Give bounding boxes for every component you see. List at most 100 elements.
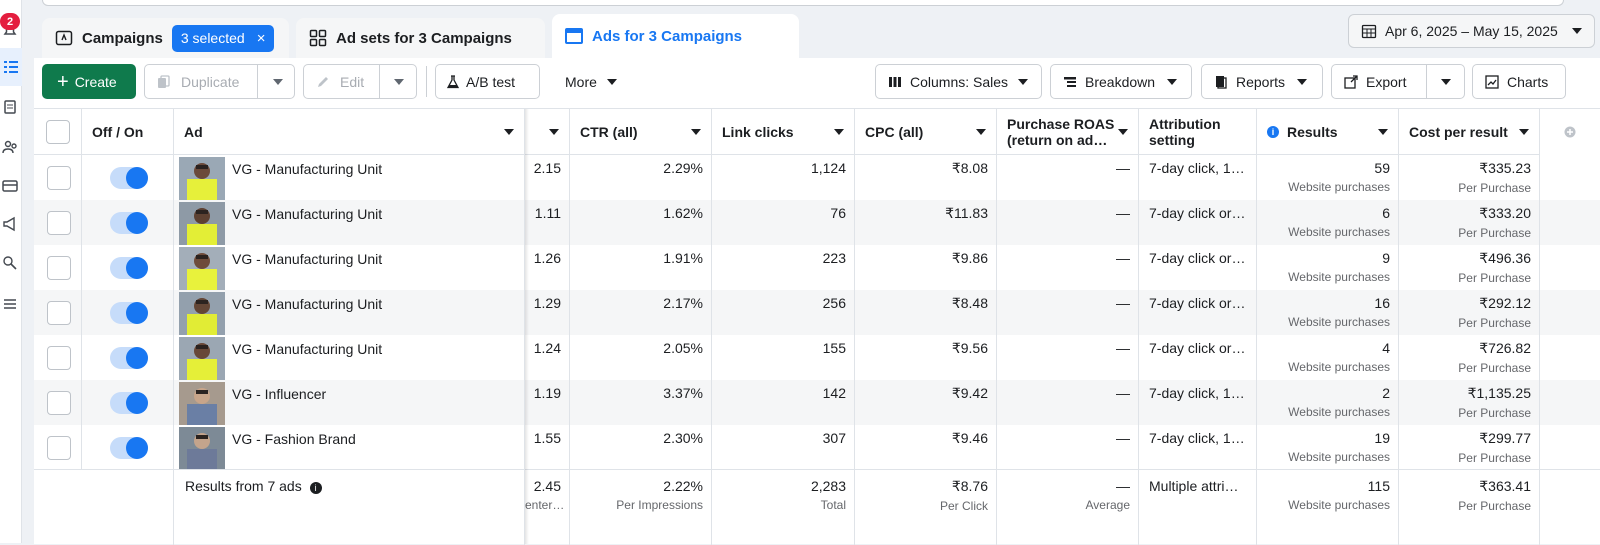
duplicate-dropdown-icon[interactable] [273,79,283,85]
ad-thumbnail[interactable] [179,382,225,425]
columns-button[interactable]: Columns: Sales [875,64,1042,99]
clear-selection-icon[interactable]: × [256,29,266,47]
ad-thumbnail[interactable] [179,427,225,470]
ad-name-cell[interactable]: VG - Manufacturing Unit [174,200,525,245]
ad-thumbnail[interactable] [179,247,225,290]
table-row[interactable]: VG - Manufacturing Unit 1.11 1.62% 76 ₹1… [34,200,1600,245]
tab-ads[interactable]: Ads for 3 Campaigns [552,14,799,58]
edit-dropdown-icon[interactable] [394,79,404,85]
column-header-attribution[interactable]: Attribution setting [1139,109,1257,155]
results-cell: 16 Website purchases [1257,290,1399,335]
ad-name-cell[interactable]: VG - Manufacturing Unit [174,245,525,290]
column-header-cost-per-result[interactable]: Cost per result [1399,109,1540,155]
row-toggle-cell [82,335,174,380]
reports-button[interactable]: Reports [1201,64,1323,99]
table-row[interactable]: VG - Fashion Brand 1.55 2.30% 307 ₹9.46 … [34,425,1600,470]
row-checkbox[interactable] [47,166,71,190]
sort-chevron-icon[interactable] [691,129,701,135]
sort-chevron-icon[interactable] [504,129,514,135]
ad-name-cell[interactable]: VG - Influencer [174,380,525,425]
events-manager-icon[interactable] [0,253,20,273]
ads-manager-table-icon[interactable] [0,48,22,86]
ad-on-off-toggle[interactable] [110,437,148,459]
ctr-cell: 1.91% [570,245,712,290]
row-checkbox[interactable] [47,436,71,460]
column-header-results[interactable]: i Results [1257,109,1399,155]
column-header-off-on[interactable]: Off / On [82,109,174,155]
info-icon[interactable]: i [309,482,322,494]
more-button[interactable]: More [550,64,630,99]
export-button[interactable]: Export [1366,73,1407,90]
add-column-icon[interactable] [1540,109,1600,155]
row-checkbox[interactable] [47,346,71,370]
breakdown-button[interactable]: Breakdown [1050,64,1192,99]
sort-chevron-icon[interactable] [1378,129,1388,135]
results-value: 59 [1374,160,1390,176]
ad-name-cell[interactable]: VG - Manufacturing Unit [174,290,525,335]
all-tools-menu-icon[interactable] [0,294,20,314]
ad-thumbnail[interactable] [179,202,225,245]
documents-icon[interactable] [0,97,20,117]
ad-name[interactable]: VG - Fashion Brand [232,431,356,447]
ad-name[interactable]: VG - Manufacturing Unit [232,296,383,312]
ad-name-cell[interactable]: VG - Manufacturing Unit [174,335,525,380]
ad-on-off-toggle[interactable] [110,347,148,369]
sort-chevron-icon[interactable] [834,129,844,135]
ad-thumbnail[interactable] [179,337,225,380]
table-row[interactable]: VG - Manufacturing Unit 2.15 2.29% 1,124… [34,155,1600,200]
ad-on-off-toggle[interactable] [110,167,148,189]
table-row[interactable]: VG - Manufacturing Unit 1.29 2.17% 256 ₹… [34,290,1600,335]
create-button[interactable]: + Create [42,64,136,99]
table-row[interactable]: VG - Influencer 1.19 3.37% 142 ₹9.42 — 7… [34,380,1600,425]
duplicate-button[interactable]: Duplicate [181,73,240,90]
table-row[interactable]: VG - Manufacturing Unit 1.24 2.05% 155 ₹… [34,335,1600,380]
totals-roas-value: — [1116,478,1130,494]
ad-name-cell[interactable]: VG - Fashion Brand [174,425,525,470]
campaign-megaphone-icon[interactable] [0,214,20,234]
selection-badge[interactable]: 3 selected × [171,24,275,52]
ad-thumbnail[interactable] [179,292,225,335]
export-dropdown-icon[interactable] [1441,79,1451,85]
ad-name-cell[interactable]: VG - Manufacturing Unit [174,155,525,200]
column-header-ctr[interactable]: CTR (all) [570,109,712,155]
info-icon[interactable]: i [1267,125,1279,138]
ad-name[interactable]: VG - Manufacturing Unit [232,251,383,267]
tab-campaigns[interactable]: Campaigns 3 selected × [42,18,289,58]
ad-on-off-toggle[interactable] [110,212,148,234]
row-checkbox[interactable] [47,391,71,415]
column-header-cpc[interactable]: CPC (all) [855,109,997,155]
column-header-hidden[interactable] [525,109,570,155]
row-checkbox[interactable] [47,256,71,280]
table-row[interactable]: VG - Manufacturing Unit 1.26 1.91% 223 ₹… [34,245,1600,290]
sort-chevron-icon[interactable] [549,129,559,135]
column-header-ad-label: Ad [184,123,203,140]
charts-button[interactable]: Charts [1472,64,1566,99]
results-cell: 6 Website purchases [1257,200,1399,245]
ad-name[interactable]: VG - Influencer [232,386,327,402]
results-cell: 9 Website purchases [1257,245,1399,290]
column-header-purchase-roas[interactable]: Purchase ROAS (return on ad… [997,109,1139,155]
ad-thumbnail[interactable] [179,157,225,200]
calendar-icon [1361,23,1377,39]
ab-test-button[interactable]: A/B test [435,64,540,99]
ad-on-off-toggle[interactable] [110,302,148,324]
ad-name[interactable]: VG - Manufacturing Unit [232,206,383,222]
sort-chevron-icon[interactable] [1519,129,1529,135]
row-checkbox[interactable] [47,301,71,325]
column-header-ad[interactable]: Ad [174,109,525,155]
sort-chevron-icon[interactable] [976,129,986,135]
ad-name[interactable]: VG - Manufacturing Unit [232,161,383,177]
column-header-link-clicks[interactable]: Link clicks [712,109,855,155]
select-all-checkbox[interactable] [46,120,70,144]
ad-on-off-toggle[interactable] [110,392,148,414]
totals-roas: — Average [997,470,1139,545]
row-checkbox[interactable] [47,211,71,235]
ad-name[interactable]: VG - Manufacturing Unit [232,341,383,357]
tab-ad-sets[interactable]: Ad sets for 3 Campaigns [296,18,545,58]
edit-button[interactable]: Edit [340,73,365,90]
billing-card-icon[interactable] [0,176,20,196]
date-range-picker[interactable]: Apr 6, 2025 – May 15, 2025 [1348,14,1595,48]
audiences-icon[interactable] [0,137,20,157]
sort-chevron-icon[interactable] [1118,129,1128,135]
ad-on-off-toggle[interactable] [110,257,148,279]
